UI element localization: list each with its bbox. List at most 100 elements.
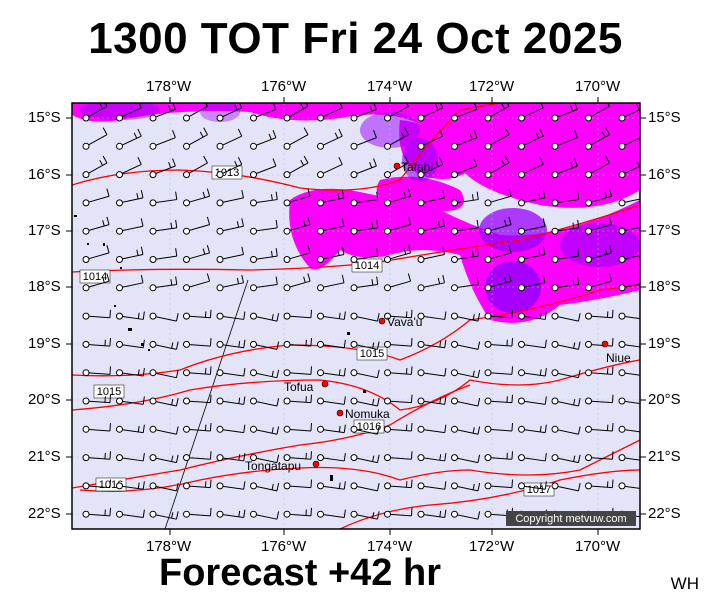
wind-barb: [551, 276, 580, 292]
wind-barb: [183, 188, 211, 207]
wind-barb: [216, 189, 244, 207]
wind-barb: [585, 338, 614, 348]
wind-barb: [317, 189, 345, 207]
wind-barb: [183, 507, 212, 518]
wind-barb: [149, 248, 178, 263]
wind-barb: [183, 103, 208, 122]
wind-barb: [618, 104, 640, 122]
wind-barb: [149, 158, 176, 179]
wind-barb: [283, 155, 309, 179]
wind-barb: [585, 273, 613, 292]
wind-barb: [350, 312, 380, 322]
wind-barb: [116, 246, 144, 263]
wind-barb: [484, 451, 513, 462]
lat-label-right: 18°S: [648, 278, 681, 295]
forecast-label: Forecast +42 hr: [159, 552, 441, 594]
wind-barb: [149, 369, 179, 379]
wind-barb: [350, 276, 379, 292]
wind-barb: [384, 422, 413, 433]
wind-barb: [350, 219, 379, 235]
wind-barb: [417, 452, 447, 462]
wind-barb: [116, 103, 142, 122]
wind-barb: [183, 451, 212, 462]
wind-barb: [283, 338, 312, 348]
wind-barb: [618, 340, 640, 348]
wind-barb: [384, 479, 413, 490]
wind-barb: [585, 216, 613, 235]
copyright-text: Copyright metvuw.com: [515, 513, 626, 525]
wind-barb: [417, 396, 447, 405]
wind-barb: [551, 425, 581, 435]
lon-label-top: 170°W: [575, 78, 621, 95]
wind-barb: [551, 158, 578, 179]
wind-barb: [451, 103, 478, 122]
wind-barb: [518, 424, 547, 434]
wind-barb: [384, 451, 413, 462]
wind-barb: [384, 366, 413, 377]
wind-barb: [82, 479, 111, 490]
isobar-label: 1016: [353, 419, 385, 434]
wind-barb: [451, 340, 481, 350]
wind-barb: [417, 368, 447, 377]
wind-barb: [149, 454, 179, 464]
wind-barb: [283, 216, 311, 235]
wind-barb: [585, 451, 614, 462]
wind-barb: [551, 397, 581, 407]
wind-barb: [618, 454, 640, 462]
wind-barb: [250, 191, 278, 207]
wind-barb: [216, 218, 244, 235]
wind-barb: [116, 424, 145, 434]
wind-barb: [317, 311, 346, 320]
wind-barb: [551, 219, 580, 235]
wind-barb: [283, 479, 312, 490]
wind-barb: [350, 425, 380, 435]
wind-barb: [82, 245, 110, 263]
wind-barb: [183, 309, 212, 320]
wind-barb: [518, 189, 546, 207]
wind-barb: [250, 397, 280, 407]
rain-area: [72, 103, 640, 208]
wind-barb: [149, 276, 178, 292]
wind-barb: [216, 311, 246, 320]
wind-barb: [82, 103, 108, 122]
wind-barb: [551, 340, 581, 350]
wind-barb: [484, 103, 510, 122]
wind-barb: [116, 452, 145, 462]
isobar-label: 1015: [93, 384, 125, 399]
wind-barb: [317, 481, 346, 490]
wind-barb: [350, 130, 377, 150]
wind-barb: [518, 481, 547, 490]
wind-barb: [149, 425, 179, 435]
wind-barb: [417, 246, 445, 263]
lat-label-right: 16°S: [648, 166, 681, 183]
wind-barb: [317, 509, 346, 519]
place-marker: [336, 409, 344, 417]
wind-barb: [250, 340, 280, 350]
wind-barb: [216, 424, 246, 434]
wind-barb: [216, 509, 246, 519]
wind-barb: [283, 451, 312, 462]
wind-barb: [417, 156, 444, 179]
lat-label-right: 15°S: [648, 109, 681, 126]
lat-label-left: 21°S: [28, 448, 61, 465]
wind-barb: [384, 273, 412, 292]
wind-barb: [250, 158, 277, 179]
wind-barb: [350, 191, 379, 207]
wind-barb: [484, 273, 512, 292]
wind-barb: [551, 103, 578, 122]
lat-label-left: 17°S: [28, 222, 61, 239]
wind-barb: [350, 510, 380, 520]
wind-barb: [518, 103, 544, 122]
wind-barb: [250, 103, 277, 122]
wind-barb: [216, 156, 243, 179]
wind-barb: [484, 155, 510, 179]
wind-barb: [149, 219, 178, 235]
wind-barb: [250, 510, 280, 520]
wind-barb: [618, 157, 640, 179]
wind-barb: [451, 482, 481, 492]
isobar-label-text: 1016: [357, 421, 381, 433]
wind-barb: [82, 507, 111, 518]
wind-barb: [484, 394, 513, 405]
wind-barb: [283, 507, 312, 518]
lat-label-left: 22°S: [28, 505, 61, 522]
